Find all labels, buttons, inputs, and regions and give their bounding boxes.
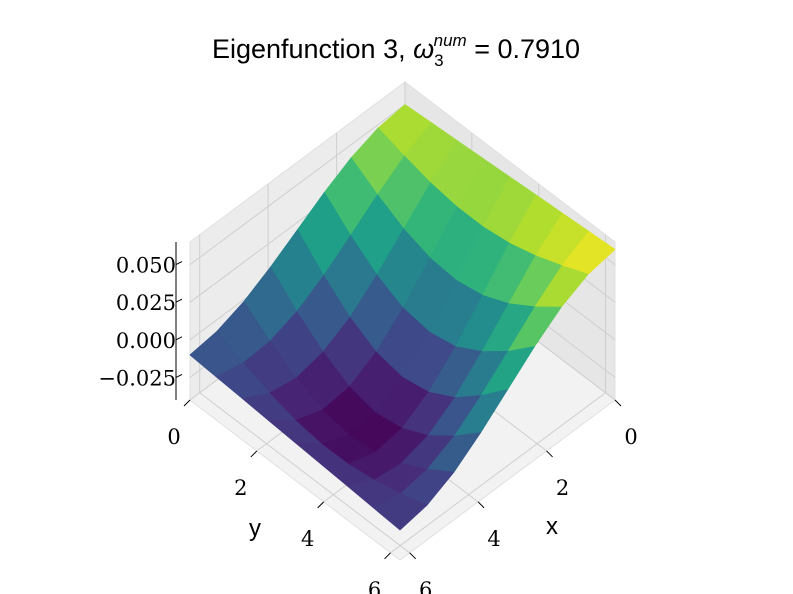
x-tick [546,450,553,458]
x-tick [477,501,485,509]
z-tick-label: 0.000 [116,329,176,353]
y-tick [317,501,325,509]
title-subscript: 3 [434,51,443,70]
title-value: = 0.7910 [467,34,580,64]
title-symbol: ω [413,34,434,64]
x-tick-label: 0 [624,425,637,449]
title-superscript: num [434,31,467,50]
surface-patch [373,493,428,531]
y-tick-label: 0 [167,425,180,449]
grid-line [390,234,606,554]
y-tick-label: 2 [234,476,247,500]
y-tick-label: 6 [368,578,381,594]
y-tick [250,450,258,458]
y-tick [384,552,391,560]
x-tick [614,399,622,407]
z-tick [175,336,183,341]
z-tick [175,298,183,303]
x-axis-label: x [546,513,558,540]
z-tick [175,261,183,266]
z-tick-label: 0.025 [116,291,176,315]
y-tick [183,399,191,407]
y-tick-label: 4 [301,527,314,551]
x-tick [409,552,417,560]
x-tick-label: 6 [419,578,432,594]
y-axis-label: y [249,515,261,542]
x-tick-label: 4 [487,527,500,551]
title-text: Eigenfunction 3, [212,34,413,64]
chart-title: Eigenfunction 3, ω3num = 0.7910 [212,31,580,70]
z-tick-label: −0.025 [98,366,176,390]
z-tick [175,373,183,378]
z-tick-label: 0.050 [116,254,176,278]
x-tick-label: 2 [556,476,569,500]
